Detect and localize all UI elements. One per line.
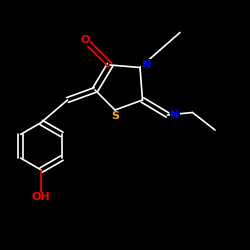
Text: S: S — [111, 111, 119, 121]
Text: OH: OH — [32, 192, 50, 202]
Text: N: N — [142, 60, 151, 70]
Text: N: N — [170, 110, 180, 120]
Text: O: O — [80, 35, 90, 45]
